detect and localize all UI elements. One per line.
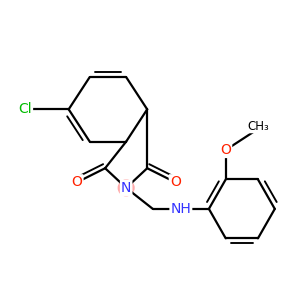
Text: O: O (170, 175, 181, 189)
Text: N: N (121, 181, 131, 195)
Text: Cl: Cl (18, 102, 32, 116)
Circle shape (118, 180, 134, 196)
Text: O: O (72, 175, 83, 189)
Text: CH₃: CH₃ (247, 120, 269, 133)
Text: NH: NH (170, 202, 191, 216)
Text: O: O (220, 143, 231, 157)
